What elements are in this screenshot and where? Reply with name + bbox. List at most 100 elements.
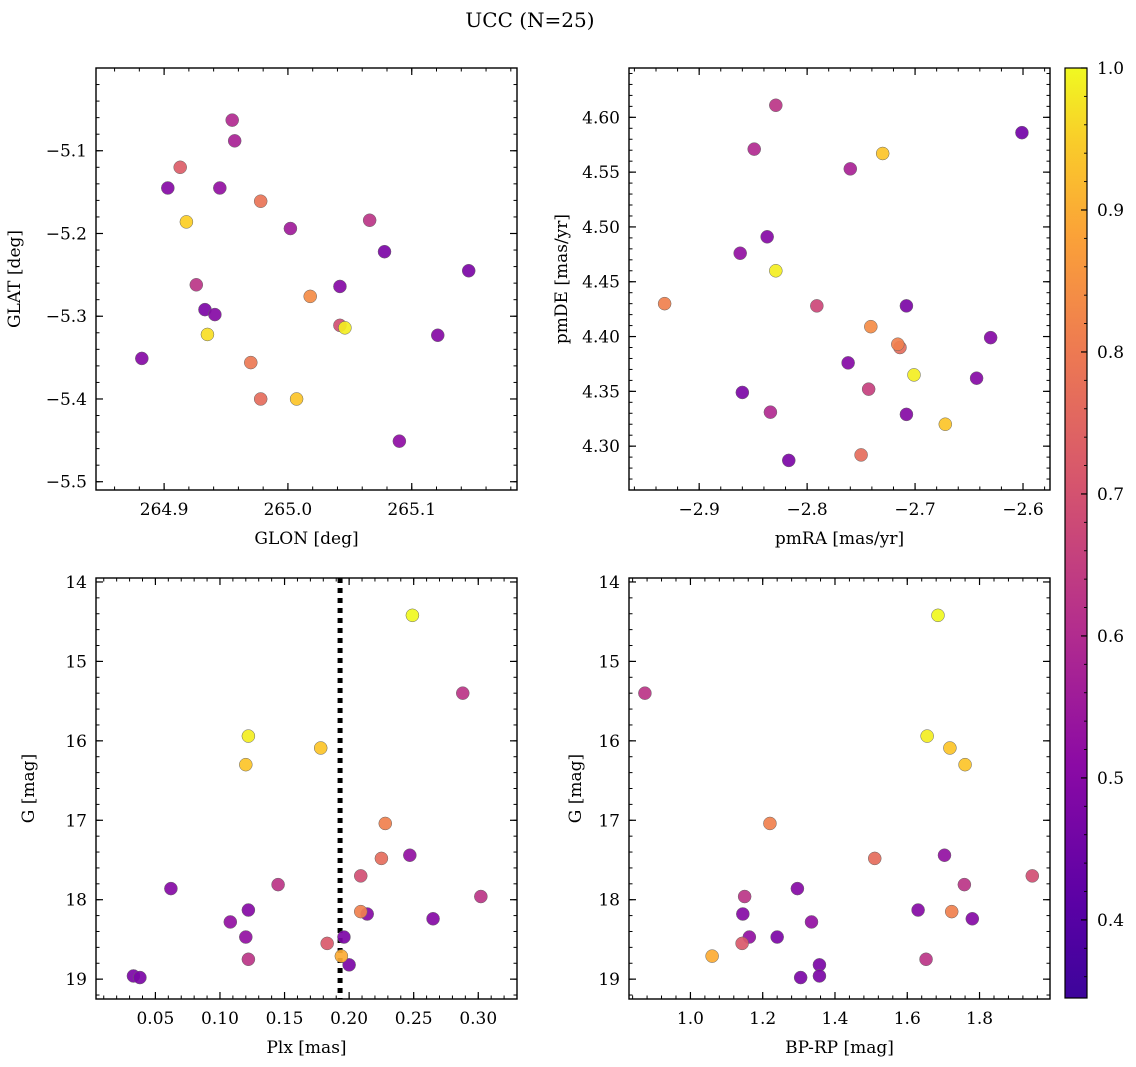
data-point [133, 970, 147, 985]
data-point [737, 889, 752, 904]
y-tick-label: −5.2 [46, 224, 87, 244]
data-point [283, 221, 298, 236]
data-point [843, 162, 858, 176]
data-point [223, 915, 238, 929]
data-point [957, 877, 972, 892]
x-tick-label: 1.0 [677, 1009, 704, 1029]
y-tick-label: 16 [65, 732, 87, 752]
data-point [983, 330, 998, 345]
data-point [244, 355, 258, 370]
data-point [289, 392, 304, 406]
plot-frame [95, 67, 518, 491]
y-tick-label: 19 [65, 970, 87, 990]
y-tick-label: 4.30 [582, 437, 620, 457]
x-tick-label: 1.4 [821, 1009, 848, 1029]
data-point [944, 904, 959, 919]
y-axis-label: GLAT [deg] [5, 230, 25, 328]
data-point [338, 321, 352, 335]
data-point [793, 970, 808, 985]
y-tick-label: 4.40 [582, 328, 620, 348]
data-point [161, 181, 175, 195]
data-point [313, 741, 328, 755]
data-point [241, 952, 256, 967]
data-point [911, 903, 925, 917]
colorbar-tick-label: 0.8 [1097, 343, 1124, 363]
colorbar: 0.4 0.5 0.6 0.7 0.8 0.9 1.0 [1064, 59, 1124, 999]
data-point [864, 319, 878, 334]
data-point [271, 877, 285, 892]
data-point [733, 246, 747, 260]
data-point [200, 327, 215, 342]
data-point [189, 278, 204, 292]
data-point [790, 881, 805, 896]
colorbar-ticks: 0.4 0.5 0.6 0.7 0.8 0.9 1.0 [1081, 59, 1124, 978]
x-tick-label: 264.9 [140, 500, 189, 520]
y-tick-label: −5.4 [46, 390, 87, 410]
x-tick-label: 0.20 [330, 1009, 368, 1029]
data-point [320, 936, 334, 951]
y-tick-label: −5.3 [46, 307, 87, 327]
data-point [920, 729, 934, 743]
scatter-panel-2: −2.9 −2.8 −2.7 −2.6 4.30 4.35 4.40 4.45 4.50 4.55… [552, 67, 1051, 549]
data-point [841, 356, 855, 370]
x-axis-label: BP-RP [mag] [785, 1038, 894, 1058]
data-point [253, 194, 268, 208]
data-point [938, 417, 953, 431]
data-point [461, 263, 476, 278]
data-point [135, 351, 149, 366]
x-axis-label: GLON [deg] [254, 529, 358, 549]
figure-title: UCC (N=25) [465, 8, 594, 32]
x-tick-label: −2.9 [679, 500, 720, 520]
scatter-panel-4: 1.0 1.2 1.4 1.6 1.8 14 15 16 17 18 19 BP-RP [mag] G … [566, 573, 1051, 1058]
x-tick-label: 1.8 [966, 1009, 993, 1029]
data-point [937, 848, 952, 862]
data-point [769, 98, 783, 113]
x-axis-label: pmRA [mas/yr] [775, 529, 904, 549]
data-point [763, 816, 777, 831]
data-point [474, 889, 488, 904]
data-point [812, 969, 827, 983]
data-point [943, 741, 957, 755]
data-point [804, 915, 819, 929]
data-point [225, 113, 239, 127]
y-tick-label: 18 [598, 891, 620, 911]
data-point [405, 608, 420, 623]
data-point [763, 405, 778, 419]
scatter-panel-1: 264.9 265.0 265.1 −5.1 −5.2 −5.3 −5.4 −5.5 GLON … [5, 67, 518, 549]
data-point [378, 816, 393, 831]
x-tick-label: −2.8 [786, 500, 827, 520]
data-point [426, 912, 440, 926]
data-point [875, 146, 890, 161]
data-point [353, 904, 368, 919]
y-tick-label: 4.45 [582, 273, 620, 293]
y-tick-label: 14 [598, 573, 620, 593]
data-point [227, 134, 242, 148]
data-point [374, 851, 389, 866]
y-tick-label: 16 [598, 732, 620, 752]
y-tick-label: 4.60 [582, 108, 620, 128]
y-tick-label: −5.5 [46, 473, 87, 493]
x-tick-label: 0.25 [395, 1009, 433, 1029]
data-point [969, 371, 984, 385]
data-point [735, 385, 750, 400]
y-axis-label: pmDE [mas/yr] [552, 214, 572, 344]
y-tick-label: 15 [598, 652, 620, 672]
data-point [891, 337, 905, 351]
data-point [735, 936, 749, 951]
x-tick-label: 0.30 [459, 1009, 497, 1029]
data-point [854, 448, 868, 462]
x-tick-label: 0.15 [266, 1009, 304, 1029]
y-tick-label: 19 [598, 970, 620, 990]
y-tick-label: 18 [65, 891, 87, 911]
data-point [931, 608, 945, 623]
data-point [208, 307, 222, 322]
data-point [747, 142, 761, 156]
data-point [769, 264, 783, 278]
x-tick-label: 265.0 [264, 500, 313, 520]
data-point [239, 757, 253, 772]
x-tick-label: 0.05 [136, 1009, 174, 1029]
x-tick-label: −2.7 [894, 500, 935, 520]
y-axis-label: G [mag] [19, 754, 39, 823]
colorbar-tick-label: 0.4 [1097, 911, 1124, 931]
data-point [241, 903, 256, 917]
